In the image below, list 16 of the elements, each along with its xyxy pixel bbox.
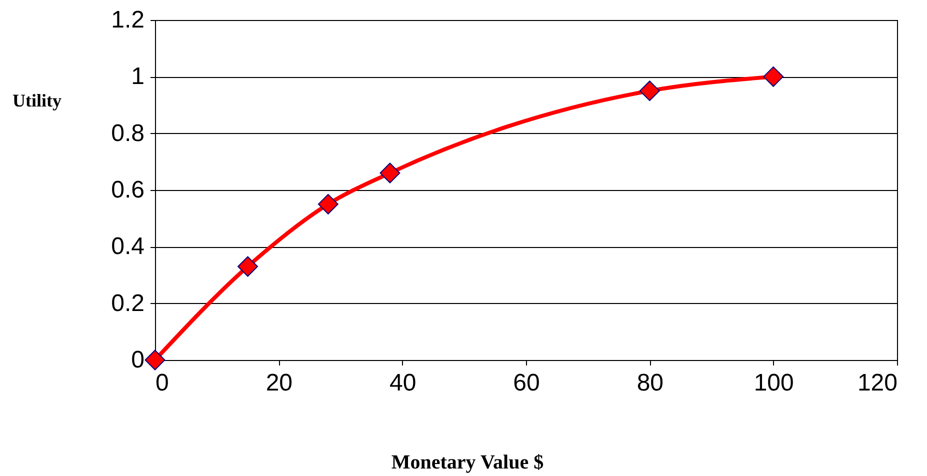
x-axis-title: Monetary Value $ xyxy=(391,452,544,474)
y-tick-label: 1 xyxy=(131,63,144,90)
x-tick-label: 80 xyxy=(636,370,664,396)
x-tick-label: 60 xyxy=(513,370,540,396)
x-tick-label: 120 xyxy=(857,370,898,396)
y-tick-label: 1.2 xyxy=(111,6,144,34)
y-axis-title: Utility xyxy=(12,90,62,110)
y-tick-label: 0.6 xyxy=(111,176,144,204)
y-tick-label: 0 xyxy=(131,346,144,374)
x-tick-label: 0 xyxy=(156,370,169,396)
y-tick-label: 0.2 xyxy=(111,290,144,317)
y-tick-label: 0.4 xyxy=(111,233,144,260)
x-tick-label: 20 xyxy=(266,370,293,396)
y-tick-label: 0.8 xyxy=(111,120,144,147)
x-tick-label: 40 xyxy=(389,370,416,396)
x-tick-label: 100 xyxy=(754,370,794,396)
